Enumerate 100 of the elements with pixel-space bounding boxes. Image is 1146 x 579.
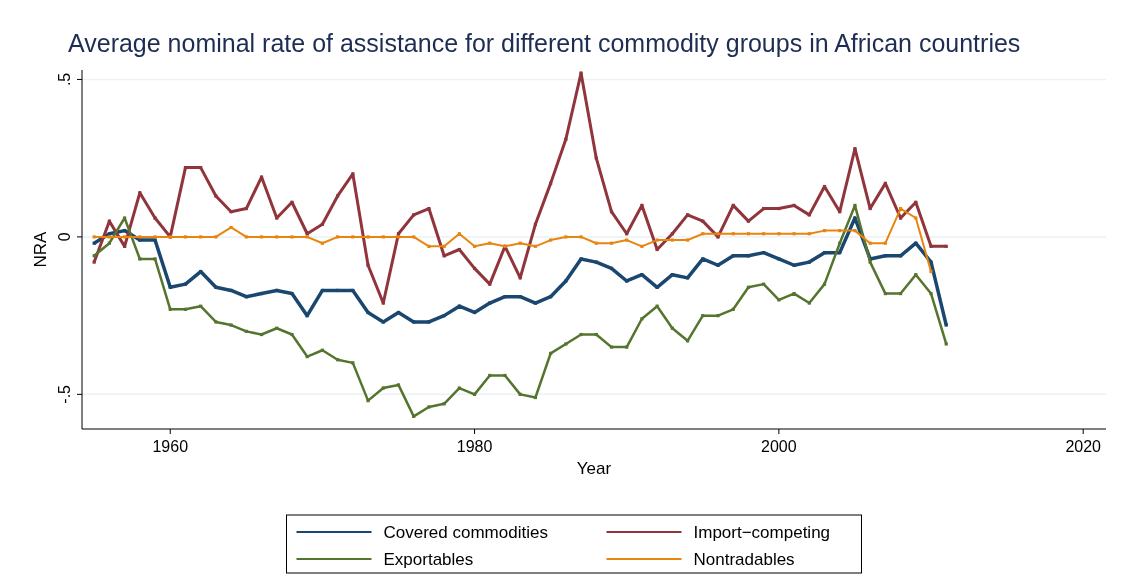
point [564,137,568,141]
x-tick-label: 1960 [152,438,189,455]
point [685,339,690,343]
point [320,241,324,245]
point [503,373,507,378]
point [609,266,614,270]
point [518,276,522,280]
point [883,241,887,245]
point [442,402,446,406]
point [518,295,522,299]
point [168,285,172,289]
x-tick-label: 1980 [456,438,493,455]
y-tick-label: .5 [56,72,73,87]
point [488,282,492,286]
point [777,257,781,261]
point [898,206,903,211]
point [533,395,538,400]
point [838,241,842,245]
point [412,235,416,239]
legend-label: Import−competing [693,523,831,542]
point [92,260,96,264]
point [838,251,842,255]
point [533,244,538,248]
point [259,175,264,179]
point [275,235,279,239]
point [472,244,477,248]
point [822,282,827,286]
point [381,301,385,305]
point [336,358,340,362]
point [944,323,948,327]
point [670,273,674,277]
point [183,235,188,239]
point [944,342,948,346]
point [640,244,644,248]
point [518,392,522,396]
point [746,285,751,289]
point [457,247,461,252]
point [777,206,781,211]
point [320,348,324,352]
point [914,216,918,220]
point [762,206,766,211]
point [898,291,903,296]
point [609,210,614,214]
point [746,232,751,236]
point [290,332,294,337]
point [670,326,674,330]
point [625,345,629,349]
y-tick-label: -.5 [56,384,73,404]
point [381,235,385,239]
point [366,399,370,403]
point [929,291,933,296]
point [549,238,553,242]
point [670,232,674,236]
point [366,263,370,267]
point [579,332,583,337]
point [503,295,507,299]
point [123,244,127,248]
point [640,317,644,321]
point [853,216,857,220]
point [214,320,218,324]
point [320,222,324,226]
point [123,216,127,220]
point [199,166,203,170]
point [442,314,446,318]
point [351,172,355,176]
point [883,254,887,258]
point [914,273,918,277]
point [199,235,203,239]
point [244,329,248,333]
point [427,244,431,248]
point [685,238,690,242]
point [518,241,522,245]
chart-title: Average nominal rate of assistance for different commodity groups in African countries [68,29,1021,57]
point [655,238,659,242]
point [290,200,294,204]
point [701,232,705,236]
point [701,219,705,223]
point [199,304,203,308]
y-axis-title: NRA [31,230,50,268]
point [183,166,188,170]
point [609,345,614,349]
point [777,232,781,236]
legend-label: Nontradables [693,550,795,569]
point [594,156,598,160]
point [929,269,933,274]
point [457,232,461,236]
point [427,206,431,211]
point [579,71,583,75]
point [609,241,614,245]
point [427,405,431,409]
point [351,235,355,239]
x-tick-label: 2000 [761,438,797,455]
point [549,181,553,185]
point [351,361,355,365]
point [868,241,872,245]
point [275,326,279,330]
point [183,307,188,311]
point [731,254,735,258]
legend-label: Covered commodities [383,523,548,542]
legend-label: Exportables [383,550,474,569]
